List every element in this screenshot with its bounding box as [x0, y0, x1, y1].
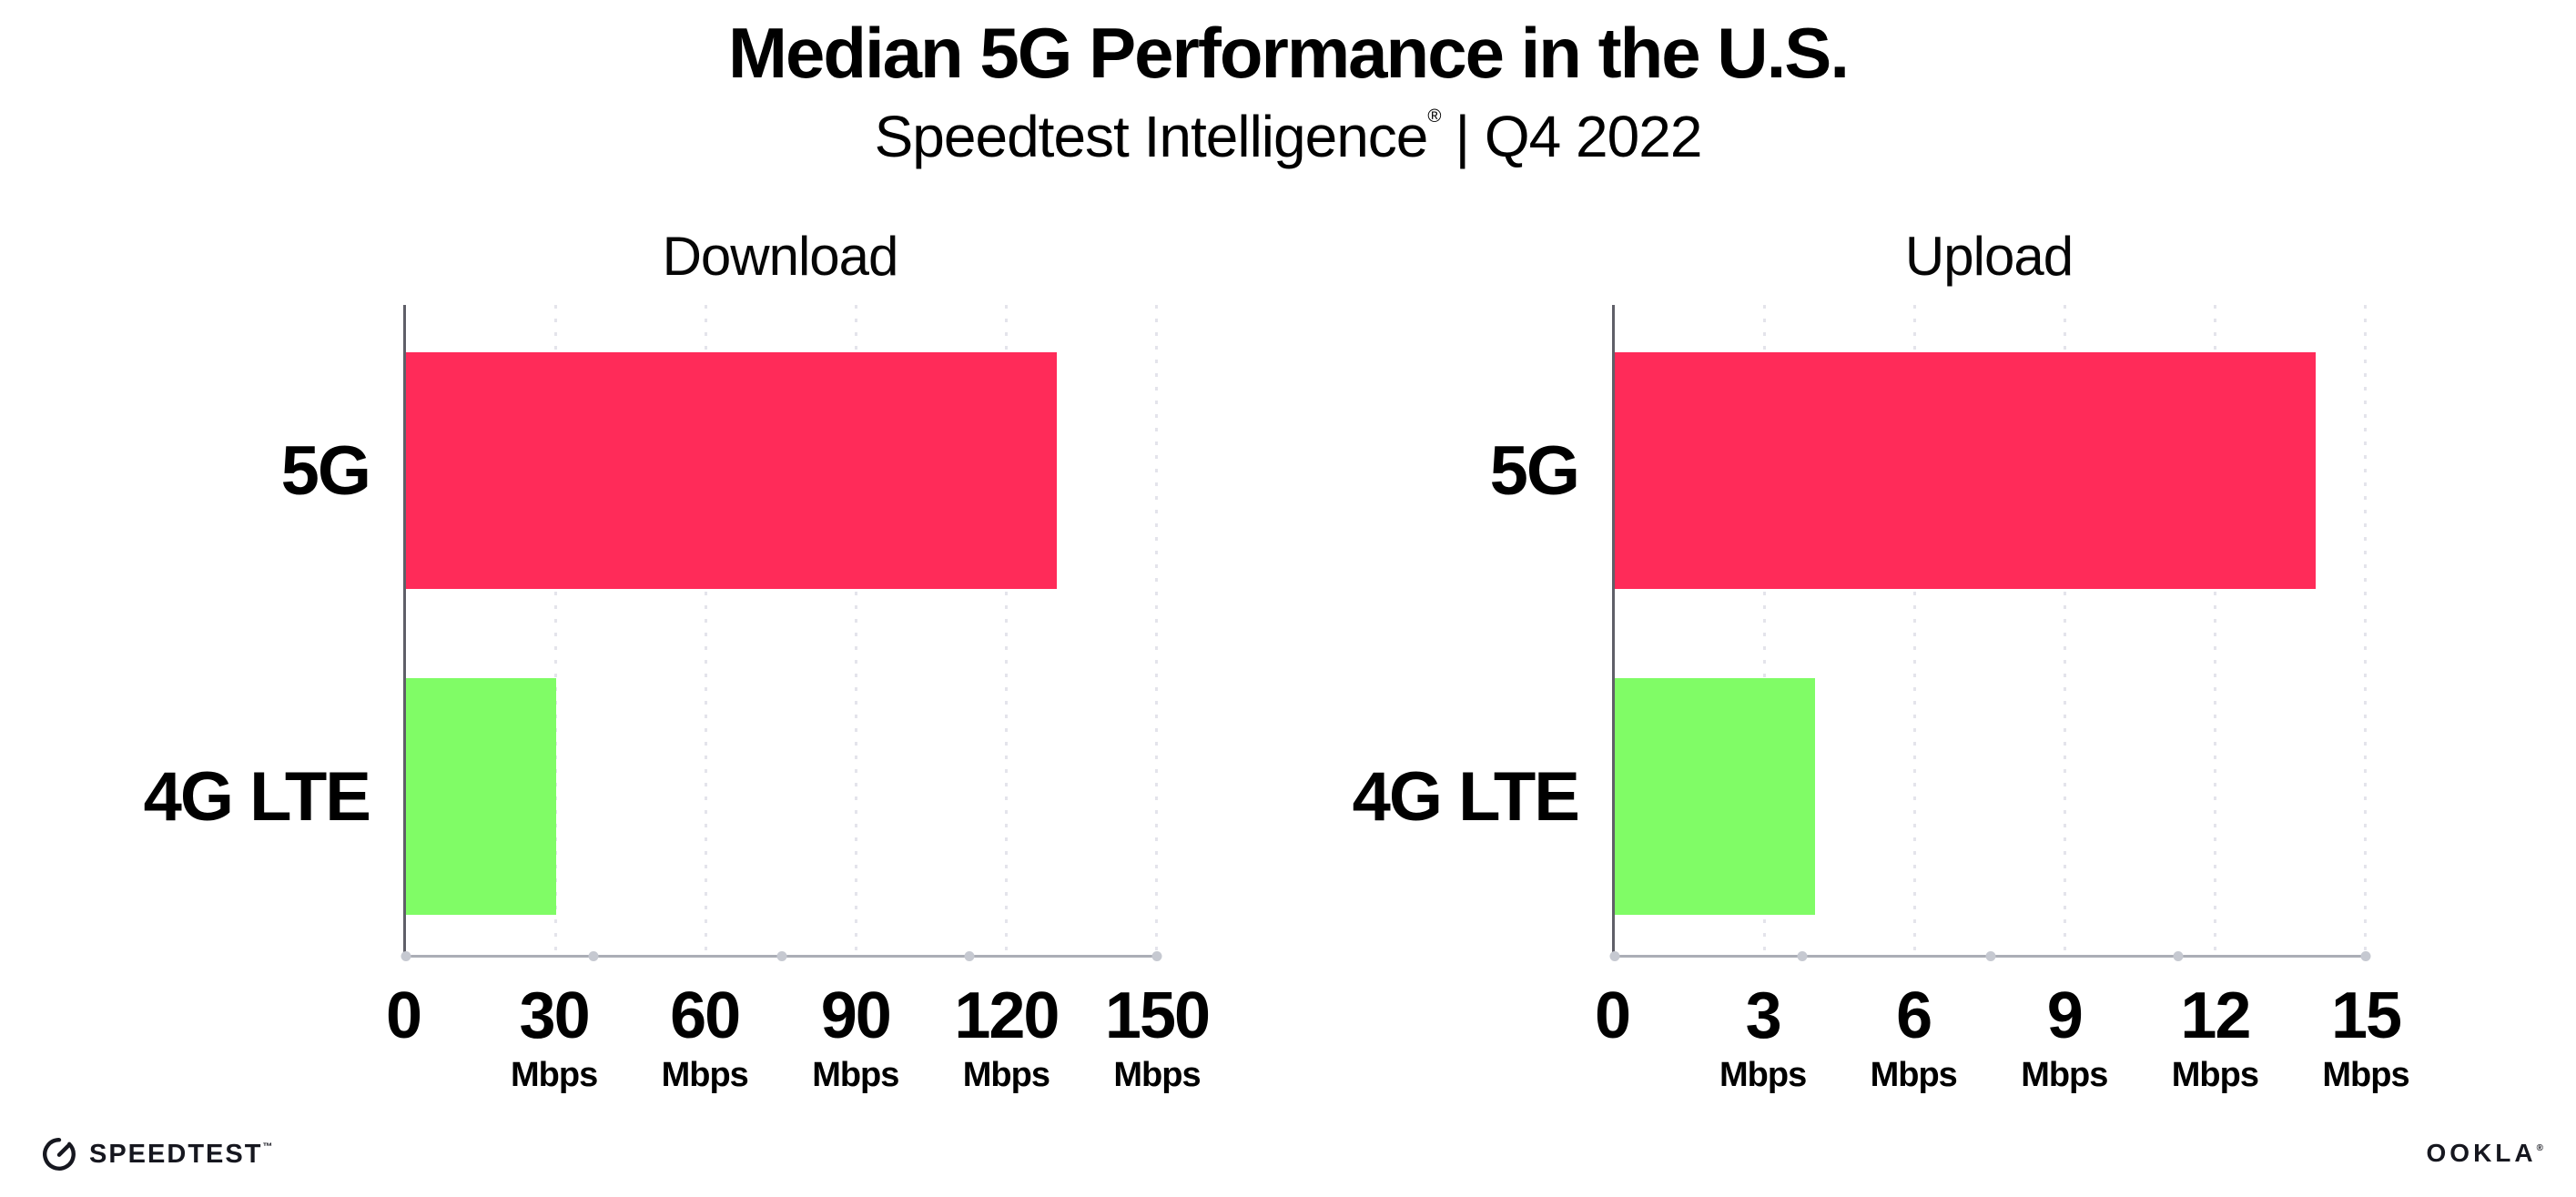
axis-tick-dot	[1797, 951, 1808, 961]
gridline-90	[855, 305, 857, 955]
category-label-4g-lte: 4G LTE	[143, 757, 371, 836]
bar-5g-download	[406, 352, 1057, 589]
registered-mark: ®	[1427, 106, 1441, 127]
subtitle-period: | Q4 2022	[1455, 104, 1702, 169]
gridline-6	[1913, 305, 1916, 955]
x-tick-unit: Mbps	[2021, 1056, 2108, 1094]
x-tick-9: 9 Mbps	[2021, 979, 2108, 1095]
bar-4g-lte-download	[406, 678, 556, 915]
x-tick-value: 0	[385, 979, 422, 1052]
axis-tick-dot	[401, 951, 411, 961]
ookla-logo: OOKLA®	[2427, 1141, 2543, 1166]
bar-5g-upload	[1615, 352, 2316, 589]
x-tick-90: 90 Mbps	[812, 979, 899, 1095]
x-tick-value: 60	[670, 979, 741, 1052]
x-tick-60: 60 Mbps	[661, 979, 749, 1095]
upload-x-axis-ticks: 0 3 Mbps 6 Mbps 9 Mbps 12 Mbps 15 Mbps	[1595, 979, 2410, 1129]
subtitle-brand: Speedtest Intelligence	[874, 104, 1429, 169]
x-tick-value: 90	[820, 979, 892, 1052]
upload-plot-area	[1609, 305, 2371, 961]
x-tick-value: 9	[2046, 979, 2084, 1052]
speedtest-label: SPEEDTEST	[89, 1139, 263, 1169]
ookla-label: OOKLA	[2426, 1139, 2537, 1167]
download-chart: Download 5G 4G LTE 0 30 Mbps 60 Mbps 90 Mbps 120…	[0, 226, 1220, 1197]
category-label-5g: 5G	[280, 431, 371, 510]
x-tick-unit: Mbps	[1719, 1056, 1807, 1094]
x-tick-0: 0	[1594, 979, 1631, 1052]
axis-tick-dot	[1609, 951, 1620, 961]
x-tick-unit: Mbps	[661, 1056, 749, 1094]
speedtest-gauge-icon	[40, 1135, 78, 1173]
x-tick-value: 12	[2180, 979, 2251, 1052]
axis-tick-dot	[2173, 951, 2184, 961]
axis-tick-dot	[588, 951, 599, 961]
download-x-axis-ticks: 0 30 Mbps 60 Mbps 90 Mbps 120 Mbps 150 Mbps	[386, 979, 1211, 1129]
x-tick-3: 3 Mbps	[1719, 979, 1807, 1095]
x-tick-value: 30	[519, 979, 591, 1052]
axis-tick-dot	[1985, 951, 1995, 961]
gridline-30	[554, 305, 557, 955]
x-tick-unit: Mbps	[510, 1056, 598, 1094]
axis-tick-dot	[2360, 951, 2371, 961]
gridline-150	[1155, 305, 1158, 955]
x-tick-value: 3	[1745, 979, 1782, 1052]
upload-chart: Upload 5G 4G LTE 0 3 Mbps 6 Mbps 9 Mbps 12 Mbps 15…	[1209, 226, 2429, 1197]
speedtest-trademark: ™	[262, 1141, 275, 1152]
x-tick-unit: Mbps	[1870, 1056, 1958, 1094]
gridline-15	[2364, 305, 2367, 955]
x-tick-120: 120 Mbps	[954, 979, 1060, 1095]
download-subplot-title: Download	[662, 226, 899, 287]
speedtest-logo: SPEEDTEST™	[40, 1135, 274, 1173]
x-tick-value: 0	[1594, 979, 1631, 1052]
x-tick-150: 150 Mbps	[1104, 979, 1211, 1095]
x-tick-30: 30 Mbps	[510, 979, 598, 1095]
x-tick-12: 12 Mbps	[2171, 979, 2259, 1095]
x-tick-15: 15 Mbps	[2322, 983, 2409, 1095]
page-subtitle: Speedtest Intelligence® | Q4 2022	[0, 100, 2576, 173]
axis-tick-dot	[1151, 951, 1162, 961]
axis-tick-dot	[776, 951, 786, 961]
category-label-4g-lte: 4G LTE	[1352, 757, 1580, 836]
gridline-12	[2214, 305, 2216, 955]
gridline-120	[1005, 305, 1008, 955]
speedtest-wordmark: SPEEDTEST™	[89, 1141, 274, 1168]
x-tick-unit: Mbps	[962, 1056, 1050, 1094]
x-tick-0: 0	[385, 979, 422, 1052]
x-tick-6: 6 Mbps	[1870, 979, 1958, 1095]
download-plot-area	[401, 305, 1162, 961]
axis-tick-dot	[964, 951, 975, 961]
gridline-60	[705, 305, 707, 955]
x-tick-value: 150	[1104, 979, 1211, 1052]
gridline-3	[1763, 305, 1766, 955]
x-tick-unit: Mbps	[2322, 1056, 2409, 1094]
x-tick-value: 120	[954, 979, 1060, 1052]
x-tick-unit: Mbps	[1113, 1056, 1201, 1094]
page-title: Median 5G Performance in the U.S.	[728, 13, 1850, 93]
bar-4g-lte-upload	[1615, 678, 1815, 915]
x-tick-value: 6	[1896, 979, 1932, 1052]
gridline-9	[2064, 305, 2066, 955]
x-tick-unit: Mbps	[812, 1056, 899, 1094]
upload-subplot-title: Upload	[1904, 226, 2074, 287]
x-tick-value: 15	[2330, 979, 2402, 1052]
ookla-trademark: ®	[2536, 1143, 2543, 1153]
category-label-5g: 5G	[1489, 431, 1580, 510]
x-tick-unit: Mbps	[2171, 1056, 2259, 1094]
